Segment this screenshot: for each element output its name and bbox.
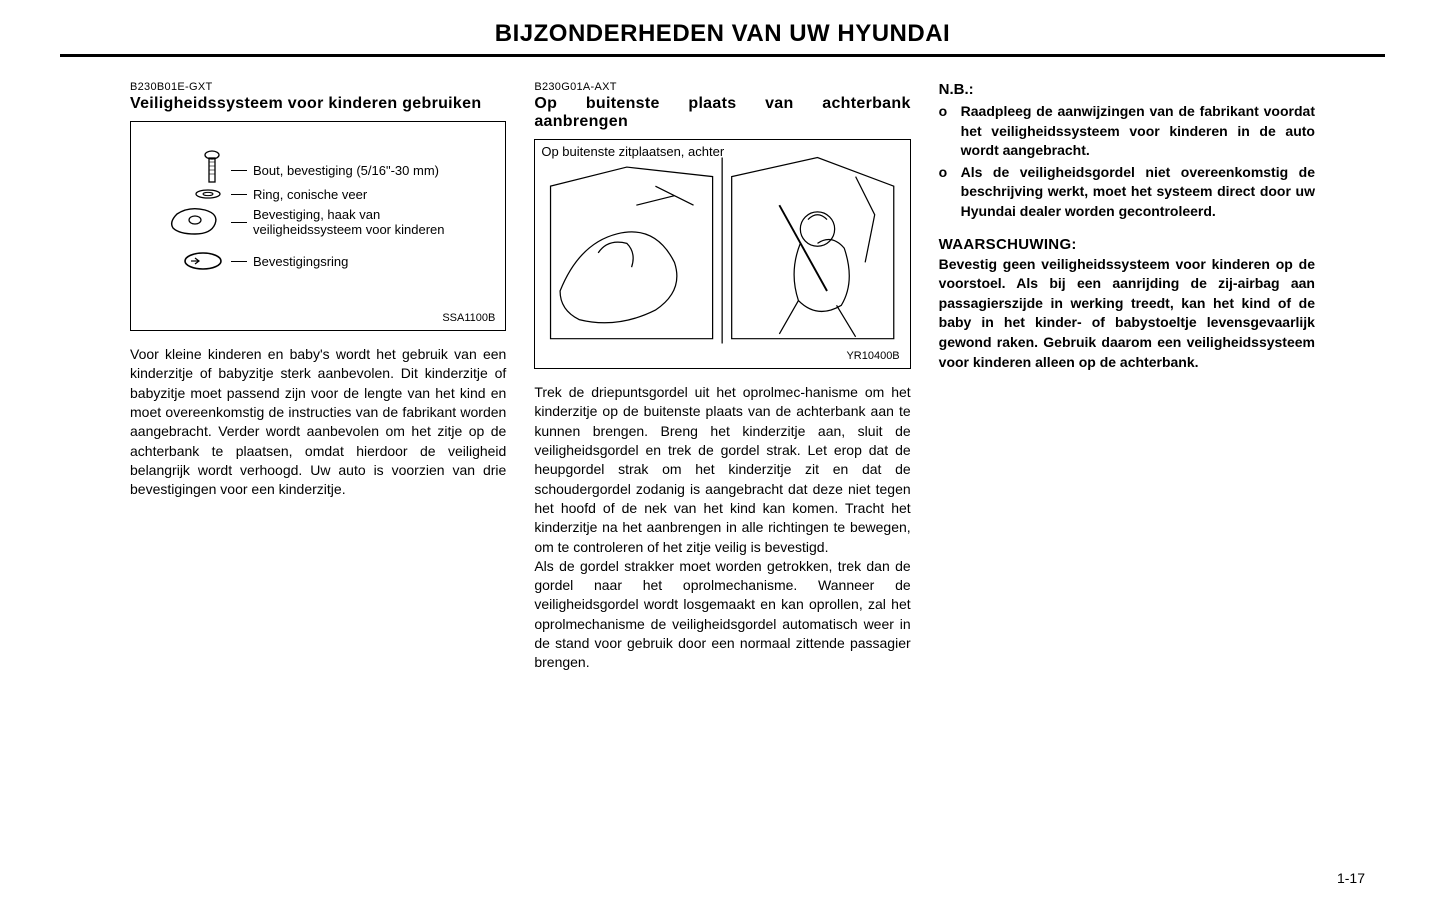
bolt-label: Bout, bevestiging (5/16"-30 mm) — [253, 163, 491, 178]
ring-label: Ring, conische veer — [253, 187, 491, 202]
hook-label: Bevestiging, haak van veiligheidssysteem… — [253, 207, 491, 237]
section-heading-2: Op buitenste plaats van achterbank aanbr… — [534, 95, 910, 131]
figure-code-1: SSA1100B — [442, 312, 495, 324]
column-1: B230B01E-GXT Veiligheidssysteem voor kin… — [130, 81, 506, 673]
warning-heading: WAARSCHUWING: — [939, 236, 1315, 253]
rear-seat-illustration — [541, 148, 903, 348]
note-list: o Raadpleeg de aanwijzingen van de fabri… — [939, 102, 1315, 222]
body-text-1: Voor kleine kinderen en baby's wordt het… — [130, 345, 506, 500]
column-2: B230G01A-AXT Op buitenste plaats van ach… — [534, 81, 910, 673]
section-ref-1: B230B01E-GXT — [130, 81, 506, 93]
figure-caption-2: Op buitenste zitplaatsen, achter — [541, 144, 903, 160]
leader-line — [231, 170, 247, 171]
hook-plate-icon — [145, 204, 225, 240]
note-text: Raadpleeg de aanwijzingen van de fabrika… — [961, 102, 1315, 161]
section-ref-2: B230G01A-AXT — [534, 81, 910, 93]
note-item: o Raadpleeg de aanwijzingen van de fabri… — [939, 102, 1315, 161]
page-number: 1-17 — [1337, 870, 1365, 886]
column-3: N.B.: o Raadpleeg de aanwijzingen van de… — [939, 81, 1315, 673]
leader-line — [231, 222, 247, 223]
spring-ring-icon — [145, 186, 225, 202]
anchor-label: Bevestigingsring — [253, 254, 491, 269]
figure-rear-seat: Op buitenste zitplaatsen, achter — [534, 139, 910, 369]
bullet-o: o — [939, 102, 951, 161]
nb-heading: N.B.: — [939, 81, 1315, 98]
figure-anchor-parts: Bout, bevestiging (5/16"-30 mm) Ring, co… — [130, 121, 506, 331]
three-column-layout: B230B01E-GXT Veiligheidssysteem voor kin… — [60, 81, 1385, 673]
body-text-2: Trek de driepuntsgordel uit het oprolmec… — [534, 383, 910, 673]
bolt-icon — [145, 150, 225, 190]
page-title: BIJZONDERHEDEN VAN UW HYUNDAI — [60, 20, 1385, 54]
bullet-o: o — [939, 163, 951, 222]
leader-line — [231, 194, 247, 195]
title-rule — [60, 54, 1385, 57]
note-text: Als de veiligheidsgordel niet overeenkom… — [961, 163, 1315, 222]
section-heading-1: Veiligheidssysteem voor kinderen gebruik… — [130, 95, 506, 113]
anchor-ring-icon — [145, 250, 225, 272]
figure-code-2: YR10400B — [846, 350, 899, 362]
warning-body: Bevestig geen veiligheidssysteem voor ki… — [939, 255, 1315, 373]
leader-line — [231, 261, 247, 262]
note-item: o Als de veiligheidsgordel niet overeenk… — [939, 163, 1315, 222]
